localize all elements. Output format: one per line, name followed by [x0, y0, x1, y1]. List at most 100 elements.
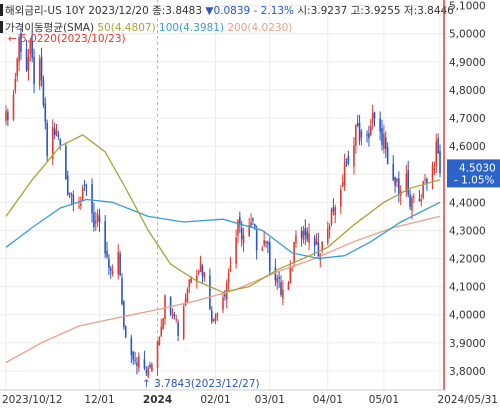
candle-body [109, 268, 112, 271]
candle-body [94, 220, 97, 224]
candle-body [392, 163, 395, 181]
candle-body [345, 158, 348, 160]
candle-body [426, 178, 428, 184]
sma50-label: 50(4.4807) [97, 22, 155, 34]
candle-body [136, 362, 138, 366]
y-tick-label: 3,8000 [449, 366, 486, 378]
candle-body [121, 278, 123, 305]
candle-body [16, 58, 19, 77]
candle-body [263, 240, 265, 246]
price-tag-box [447, 159, 500, 188]
low-annotation: ↑ 3.7843(2023/12/27) [142, 378, 260, 390]
candle-body [341, 182, 344, 187]
candle-body [42, 79, 45, 105]
x-tick-label: 03/01 [255, 394, 285, 406]
sma50-line [5, 134, 441, 293]
candle-body [104, 221, 106, 254]
candle-body [70, 193, 73, 196]
candle-body [437, 138, 439, 154]
high-annotation: ← 5.0220(2023/10/23) [8, 33, 126, 45]
candle-body [29, 39, 32, 54]
candle-body [171, 314, 174, 316]
date-close-text: 2023/12/20 종:3.8483 [88, 5, 202, 17]
x-tick-label: 12/01 [84, 394, 114, 406]
candle-body [177, 322, 179, 336]
candle-body [435, 141, 438, 167]
candle-body [46, 122, 48, 156]
sma-legend: 가격이동평균(SMA) 50(4.4807) 100(4.3981) 200(4… [5, 21, 292, 34]
candle-body [332, 207, 335, 212]
candle-body [407, 170, 409, 195]
candle-body [188, 279, 191, 288]
candle-body [358, 123, 361, 141]
candle-body [66, 175, 69, 195]
candle-body [252, 218, 254, 221]
candle-body [145, 370, 148, 373]
high-low-text: 시:3.9237 고:3.9255 저:3.8446 [297, 5, 454, 17]
candle-body [33, 56, 35, 85]
candle-body [199, 262, 202, 272]
candle-body [14, 78, 17, 91]
candle-body [201, 266, 204, 276]
candle-body [433, 168, 436, 171]
candle-body [371, 113, 374, 123]
y-tick-label: 4,0000 [449, 310, 486, 322]
candle-body [51, 126, 54, 159]
candle-body [53, 128, 56, 136]
candle-body [315, 240, 318, 245]
candle-body [321, 241, 323, 251]
candle-body [83, 184, 86, 186]
candle-body [44, 103, 47, 123]
last-change-text: - 1.05% [454, 174, 495, 186]
candle-body [151, 364, 153, 372]
y-tick-label: 4,8000 [449, 85, 486, 97]
x-tick-label: 2024/05/31 [437, 394, 498, 406]
candle-body [40, 56, 43, 81]
candle-body [265, 241, 267, 243]
candle-body [242, 235, 245, 244]
candle-body [111, 271, 114, 274]
candle-body [85, 185, 88, 187]
candle-body [355, 125, 357, 146]
candle-body [7, 112, 9, 120]
candle-body [420, 199, 423, 202]
y-tick-label: 5,1000 [449, 1, 486, 13]
candle-body [313, 237, 316, 247]
sma-header-marker [0, 21, 3, 33]
x-tick-label: 2024 [143, 394, 172, 406]
candle-body [413, 196, 415, 198]
candle-body [422, 181, 424, 198]
candle-body [124, 326, 127, 337]
candle-body [203, 272, 206, 278]
candle-body [25, 49, 28, 71]
candle-body [209, 275, 211, 310]
candle-body [65, 145, 67, 180]
sma200-label: 200(4.0230) [227, 22, 292, 34]
x-tick-label: 05/01 [369, 394, 399, 406]
candle-body [143, 359, 146, 369]
candle-body [280, 282, 282, 295]
candle-body [210, 310, 213, 322]
candle-body [356, 122, 359, 126]
candle-body [119, 253, 121, 275]
x-tick-label: 04/01 [313, 394, 343, 406]
candle-body [353, 145, 355, 167]
header-marker [0, 4, 3, 16]
candle-body [186, 288, 189, 302]
last-price-tag: 4.5030 - 1.05% [447, 159, 500, 188]
candle-body [130, 337, 133, 356]
candle-body [360, 131, 363, 138]
candle-body [91, 184, 93, 214]
candle-body [439, 151, 441, 174]
candle-body [239, 216, 241, 226]
y-tick-label: 4,2000 [449, 254, 486, 266]
candle-body [276, 278, 279, 283]
candle-body [293, 242, 295, 263]
candle-body [306, 231, 308, 240]
candle-body [383, 133, 385, 149]
candle-body [59, 139, 62, 146]
series-layer [5, 27, 441, 379]
candle-body [326, 228, 329, 244]
